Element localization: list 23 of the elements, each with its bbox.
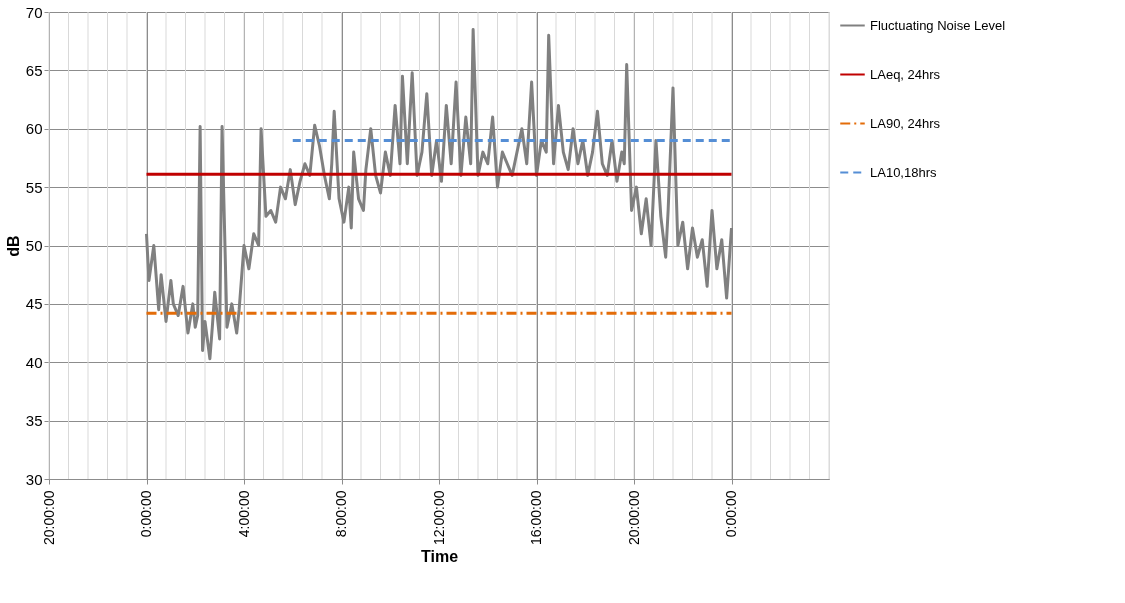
y-axis-title: dB	[4, 235, 22, 257]
x-axis-title: Time	[420, 548, 459, 565]
y-tick-label: 50	[25, 237, 43, 254]
x-tick-label: 20:00:00	[625, 490, 642, 545]
x-tick-label: 20:00:00	[40, 490, 57, 545]
legend-label: Fluctuating Noise Level	[870, 17, 1006, 33]
y-tick-label: 35	[25, 412, 43, 430]
x-tick-label: 0:00:00	[723, 490, 739, 538]
y-tick-label: 45	[25, 295, 43, 313]
x-tick-label: 8:00:00	[333, 490, 349, 538]
legend-label: LA90, 24hrs	[870, 115, 941, 131]
y-tick-label: 70	[25, 3, 43, 21]
y-tick-label: 60	[25, 120, 43, 138]
x-tick-label: 4:00:00	[235, 490, 252, 538]
legend-label: LAeq, 24hrs	[870, 66, 941, 82]
y-tick-label: 30	[25, 470, 43, 488]
x-tick-label: 12:00:00	[430, 490, 447, 545]
y-tick-label: 65	[25, 61, 43, 79]
x-tick-label: 16:00:00	[528, 490, 544, 545]
x-tick-label: 0:00:00	[138, 490, 154, 538]
legend-label: LA10,18hrs	[870, 164, 937, 180]
y-tick-label: 40	[25, 353, 43, 371]
y-tick-label: 55	[25, 178, 43, 196]
